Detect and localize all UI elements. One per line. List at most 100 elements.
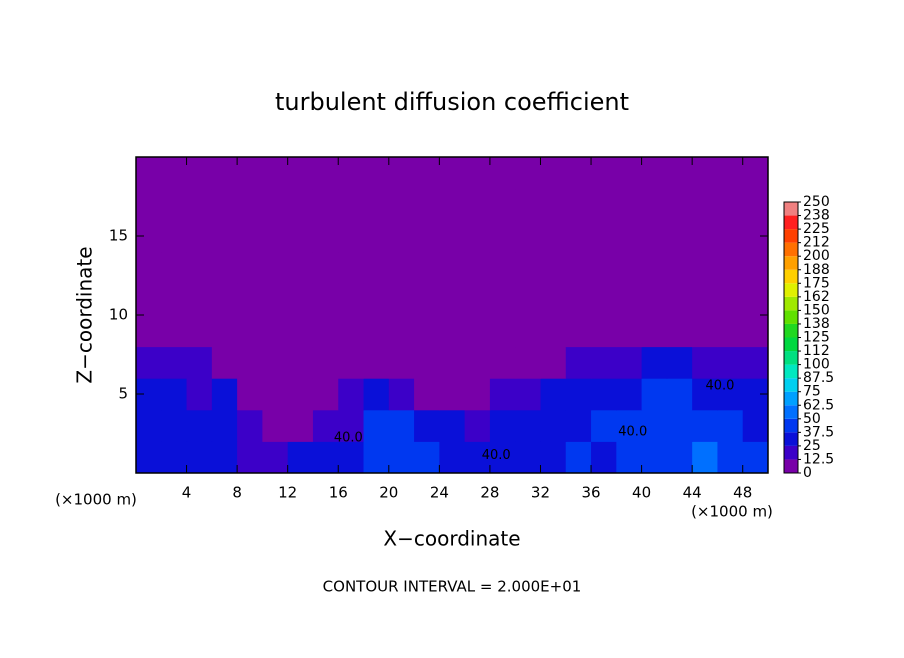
field-cell bbox=[540, 283, 567, 316]
field-cell bbox=[161, 409, 188, 442]
field-cell bbox=[186, 315, 213, 348]
field-cell bbox=[237, 188, 263, 221]
field-cell bbox=[211, 378, 238, 411]
colorbar-band bbox=[784, 364, 798, 379]
colorbar-band bbox=[784, 296, 798, 311]
field-cell bbox=[262, 441, 289, 474]
colorbar-label: 250 bbox=[803, 194, 830, 210]
field-cell bbox=[161, 188, 188, 221]
field-cell bbox=[742, 315, 769, 348]
field-cell bbox=[591, 283, 617, 316]
y-tick-label: 5 bbox=[118, 385, 128, 403]
field-cell bbox=[666, 346, 693, 379]
field-cell bbox=[388, 441, 415, 474]
field-cell bbox=[363, 283, 390, 316]
field-cell bbox=[262, 409, 289, 442]
colorbar-label: 238 bbox=[803, 208, 830, 224]
field-cell bbox=[161, 251, 188, 284]
colorbar-band bbox=[784, 337, 798, 352]
field-cell bbox=[237, 315, 263, 348]
field-cell bbox=[312, 283, 339, 316]
field-cell bbox=[489, 409, 516, 442]
x-tick-label: 12 bbox=[278, 484, 297, 502]
colorbar-label: 188 bbox=[803, 262, 830, 278]
field-cell bbox=[692, 283, 718, 316]
field-cell bbox=[565, 251, 592, 284]
field-cell bbox=[591, 220, 617, 253]
field-cell bbox=[312, 188, 339, 221]
field-cell bbox=[338, 220, 365, 253]
field-cell bbox=[262, 378, 289, 411]
contour-label: 40.0 bbox=[482, 448, 511, 463]
field-cell bbox=[742, 441, 769, 474]
field-cell bbox=[692, 188, 718, 221]
field-cell bbox=[262, 315, 289, 348]
field-cell bbox=[565, 378, 592, 411]
field-cell bbox=[540, 188, 567, 221]
field-cell bbox=[717, 157, 744, 190]
field-cell bbox=[439, 409, 466, 442]
field-cell bbox=[262, 251, 289, 284]
field-cell bbox=[186, 220, 213, 253]
field-cell bbox=[641, 220, 668, 253]
colorbar-label: 212 bbox=[803, 235, 830, 251]
field-cell bbox=[287, 283, 314, 316]
field-cell bbox=[717, 188, 744, 221]
field-cell bbox=[616, 378, 643, 411]
field-cell bbox=[464, 409, 491, 442]
field-cell bbox=[414, 378, 440, 411]
field-cell bbox=[717, 283, 744, 316]
x-tick-label: 8 bbox=[232, 484, 242, 502]
field-cell bbox=[591, 378, 617, 411]
field-cell bbox=[363, 378, 390, 411]
colorbar-label: 162 bbox=[803, 289, 830, 305]
colorbar-label: 200 bbox=[803, 248, 830, 264]
field-cell bbox=[211, 220, 238, 253]
field-cell bbox=[742, 409, 769, 442]
colorbar-label: 62.5 bbox=[803, 397, 834, 413]
field-cell bbox=[186, 441, 213, 474]
field-cell bbox=[363, 315, 390, 348]
colorbar-label: 12.5 bbox=[803, 451, 834, 467]
colorbar-band bbox=[784, 323, 798, 338]
field-cell bbox=[515, 251, 541, 284]
field-cell bbox=[287, 315, 314, 348]
field-cell bbox=[237, 251, 263, 284]
field-cell bbox=[363, 157, 390, 190]
field-cell bbox=[414, 441, 440, 474]
field-cell bbox=[338, 441, 365, 474]
colorbar-label: 150 bbox=[803, 302, 830, 318]
field-cell bbox=[414, 283, 440, 316]
field-cell bbox=[414, 346, 440, 379]
field-cell bbox=[515, 346, 541, 379]
field-cell bbox=[414, 315, 440, 348]
field-cell bbox=[540, 315, 567, 348]
field-cell bbox=[515, 220, 541, 253]
colorbar-label: 50 bbox=[803, 411, 821, 427]
x-axis-label: X−coordinate bbox=[383, 527, 520, 551]
field-cell bbox=[161, 441, 188, 474]
colorbar-band bbox=[784, 405, 798, 419]
field-cell bbox=[666, 251, 693, 284]
field-cell bbox=[489, 188, 516, 221]
field-cell bbox=[388, 188, 415, 221]
field-cell bbox=[717, 409, 744, 442]
field-cell bbox=[338, 409, 365, 442]
field-cell bbox=[312, 346, 339, 379]
field-cell bbox=[237, 346, 263, 379]
colorbar-band bbox=[784, 418, 798, 433]
field-cell bbox=[439, 220, 466, 253]
colorbar-label: 175 bbox=[803, 275, 830, 291]
field-cell bbox=[136, 441, 162, 474]
field-cell bbox=[742, 157, 769, 190]
field-cell bbox=[591, 188, 617, 221]
field-cell bbox=[338, 315, 365, 348]
field-cell bbox=[565, 283, 592, 316]
field-cell bbox=[388, 251, 415, 284]
field-cell bbox=[641, 188, 668, 221]
contour-label: 40.0 bbox=[334, 431, 363, 446]
field-cell bbox=[312, 251, 339, 284]
field-cell bbox=[237, 378, 263, 411]
x-tick-label: 24 bbox=[430, 484, 449, 502]
field-cell bbox=[591, 251, 617, 284]
